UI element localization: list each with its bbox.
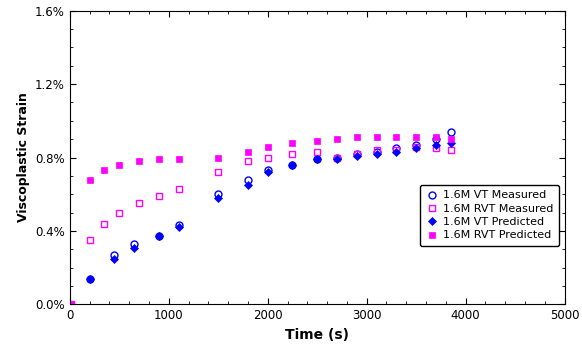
- 1.6M RVT Measured: [116, 211, 123, 215]
- 1.6M RVT Predicted: [432, 135, 439, 139]
- 1.6M VT Predicted: [86, 276, 93, 281]
- 1.6M VT Measured: [353, 152, 360, 156]
- 1.6M RVT Predicted: [116, 163, 123, 167]
- 1.6M VT Predicted: [111, 256, 118, 261]
- 1.6M RVT Measured: [353, 152, 360, 156]
- 1.6M RVT Measured: [215, 170, 222, 175]
- 1.6M RVT Measured: [314, 150, 321, 154]
- 1.6M VT Predicted: [264, 170, 271, 175]
- 1.6M VT Measured: [333, 155, 340, 160]
- 1.6M RVT Measured: [86, 238, 93, 242]
- 1.6M RVT Measured: [155, 194, 162, 198]
- 1.6M RVT Measured: [413, 144, 420, 149]
- 1.6M RVT Predicted: [215, 155, 222, 160]
- 1.6M VT Predicted: [353, 154, 360, 158]
- 1.6M VT Predicted: [393, 150, 400, 154]
- 1.6M RVT Predicted: [289, 141, 296, 145]
- 1.6M RVT Predicted: [413, 135, 420, 139]
- 1.6M RVT Predicted: [175, 157, 182, 161]
- 1.6M RVT Predicted: [136, 159, 143, 163]
- 1.6M VT Measured: [155, 234, 162, 239]
- 1.6M VT Measured: [373, 150, 380, 154]
- 1.6M VT Predicted: [432, 143, 439, 147]
- 1.6M RVT Predicted: [353, 135, 360, 139]
- 1.6M RVT Measured: [393, 148, 400, 152]
- 1.6M RVT Measured: [333, 155, 340, 160]
- 1.6M VT Measured: [215, 192, 222, 196]
- 1.6M VT Measured: [244, 177, 251, 182]
- 1.6M RVT Predicted: [333, 137, 340, 141]
- 1.6M VT Predicted: [215, 196, 222, 200]
- 1.6M RVT Measured: [175, 187, 182, 191]
- 1.6M VT Measured: [264, 168, 271, 172]
- Legend: 1.6M VT Measured, 1.6M RVT Measured, 1.6M VT Predicted, 1.6M RVT Predicted: 1.6M VT Measured, 1.6M RVT Measured, 1.6…: [420, 185, 559, 246]
- 1.6M RVT Predicted: [314, 139, 321, 143]
- 1.6M VT Measured: [432, 137, 439, 141]
- Y-axis label: Viscoplastic Strain: Viscoplastic Strain: [16, 93, 30, 222]
- 1.6M RVT Predicted: [101, 168, 108, 172]
- 1.6M RVT Predicted: [86, 177, 93, 182]
- 1.6M RVT Measured: [432, 146, 439, 150]
- 1.6M RVT Predicted: [447, 137, 454, 141]
- 1.6M VT Measured: [175, 223, 182, 228]
- 1.6M RVT Measured: [101, 222, 108, 226]
- Line: 1.6M VT Predicted: 1.6M VT Predicted: [87, 140, 453, 281]
- 1.6M VT Predicted: [155, 234, 162, 239]
- 1.6M VT Predicted: [333, 157, 340, 161]
- 1.6M VT Predicted: [314, 157, 321, 161]
- 1.6M VT Measured: [86, 276, 93, 281]
- 1.6M VT Measured: [447, 130, 454, 134]
- 1.6M VT Predicted: [244, 183, 251, 187]
- 1.6M VT Predicted: [373, 152, 380, 156]
- 1.6M VT Measured: [413, 143, 420, 147]
- X-axis label: Time (s): Time (s): [285, 328, 349, 342]
- 1.6M RVT Predicted: [393, 135, 400, 139]
- 1.6M VT Measured: [314, 157, 321, 161]
- 1.6M VT Predicted: [289, 163, 296, 167]
- 1.6M RVT Measured: [244, 159, 251, 163]
- 1.6M RVT Measured: [447, 148, 454, 152]
- 1.6M VT Predicted: [413, 146, 420, 150]
- 1.6M VT Predicted: [447, 141, 454, 145]
- 1.6M RVT Measured: [264, 155, 271, 160]
- 1.6M RVT Measured: [289, 152, 296, 156]
- Line: 1.6M RVT Measured: 1.6M RVT Measured: [68, 143, 454, 308]
- 1.6M RVT Measured: [136, 201, 143, 206]
- 1.6M VT Measured: [111, 253, 118, 257]
- 1.6M RVT Predicted: [244, 150, 251, 154]
- 1.6M VT Measured: [130, 242, 138, 246]
- 1.6M VT Measured: [393, 146, 400, 150]
- Line: 1.6M VT Measured: 1.6M VT Measured: [86, 129, 454, 282]
- 1.6M RVT Measured: [373, 148, 380, 152]
- Line: 1.6M RVT Predicted: 1.6M RVT Predicted: [68, 134, 454, 308]
- 1.6M RVT Predicted: [155, 157, 162, 161]
- 1.6M RVT Measured: [68, 302, 74, 307]
- 1.6M VT Predicted: [130, 245, 138, 250]
- 1.6M RVT Predicted: [68, 302, 74, 307]
- 1.6M RVT Predicted: [373, 135, 380, 139]
- 1.6M RVT Predicted: [264, 144, 271, 149]
- 1.6M VT Measured: [289, 163, 296, 167]
- 1.6M VT Predicted: [175, 225, 182, 229]
